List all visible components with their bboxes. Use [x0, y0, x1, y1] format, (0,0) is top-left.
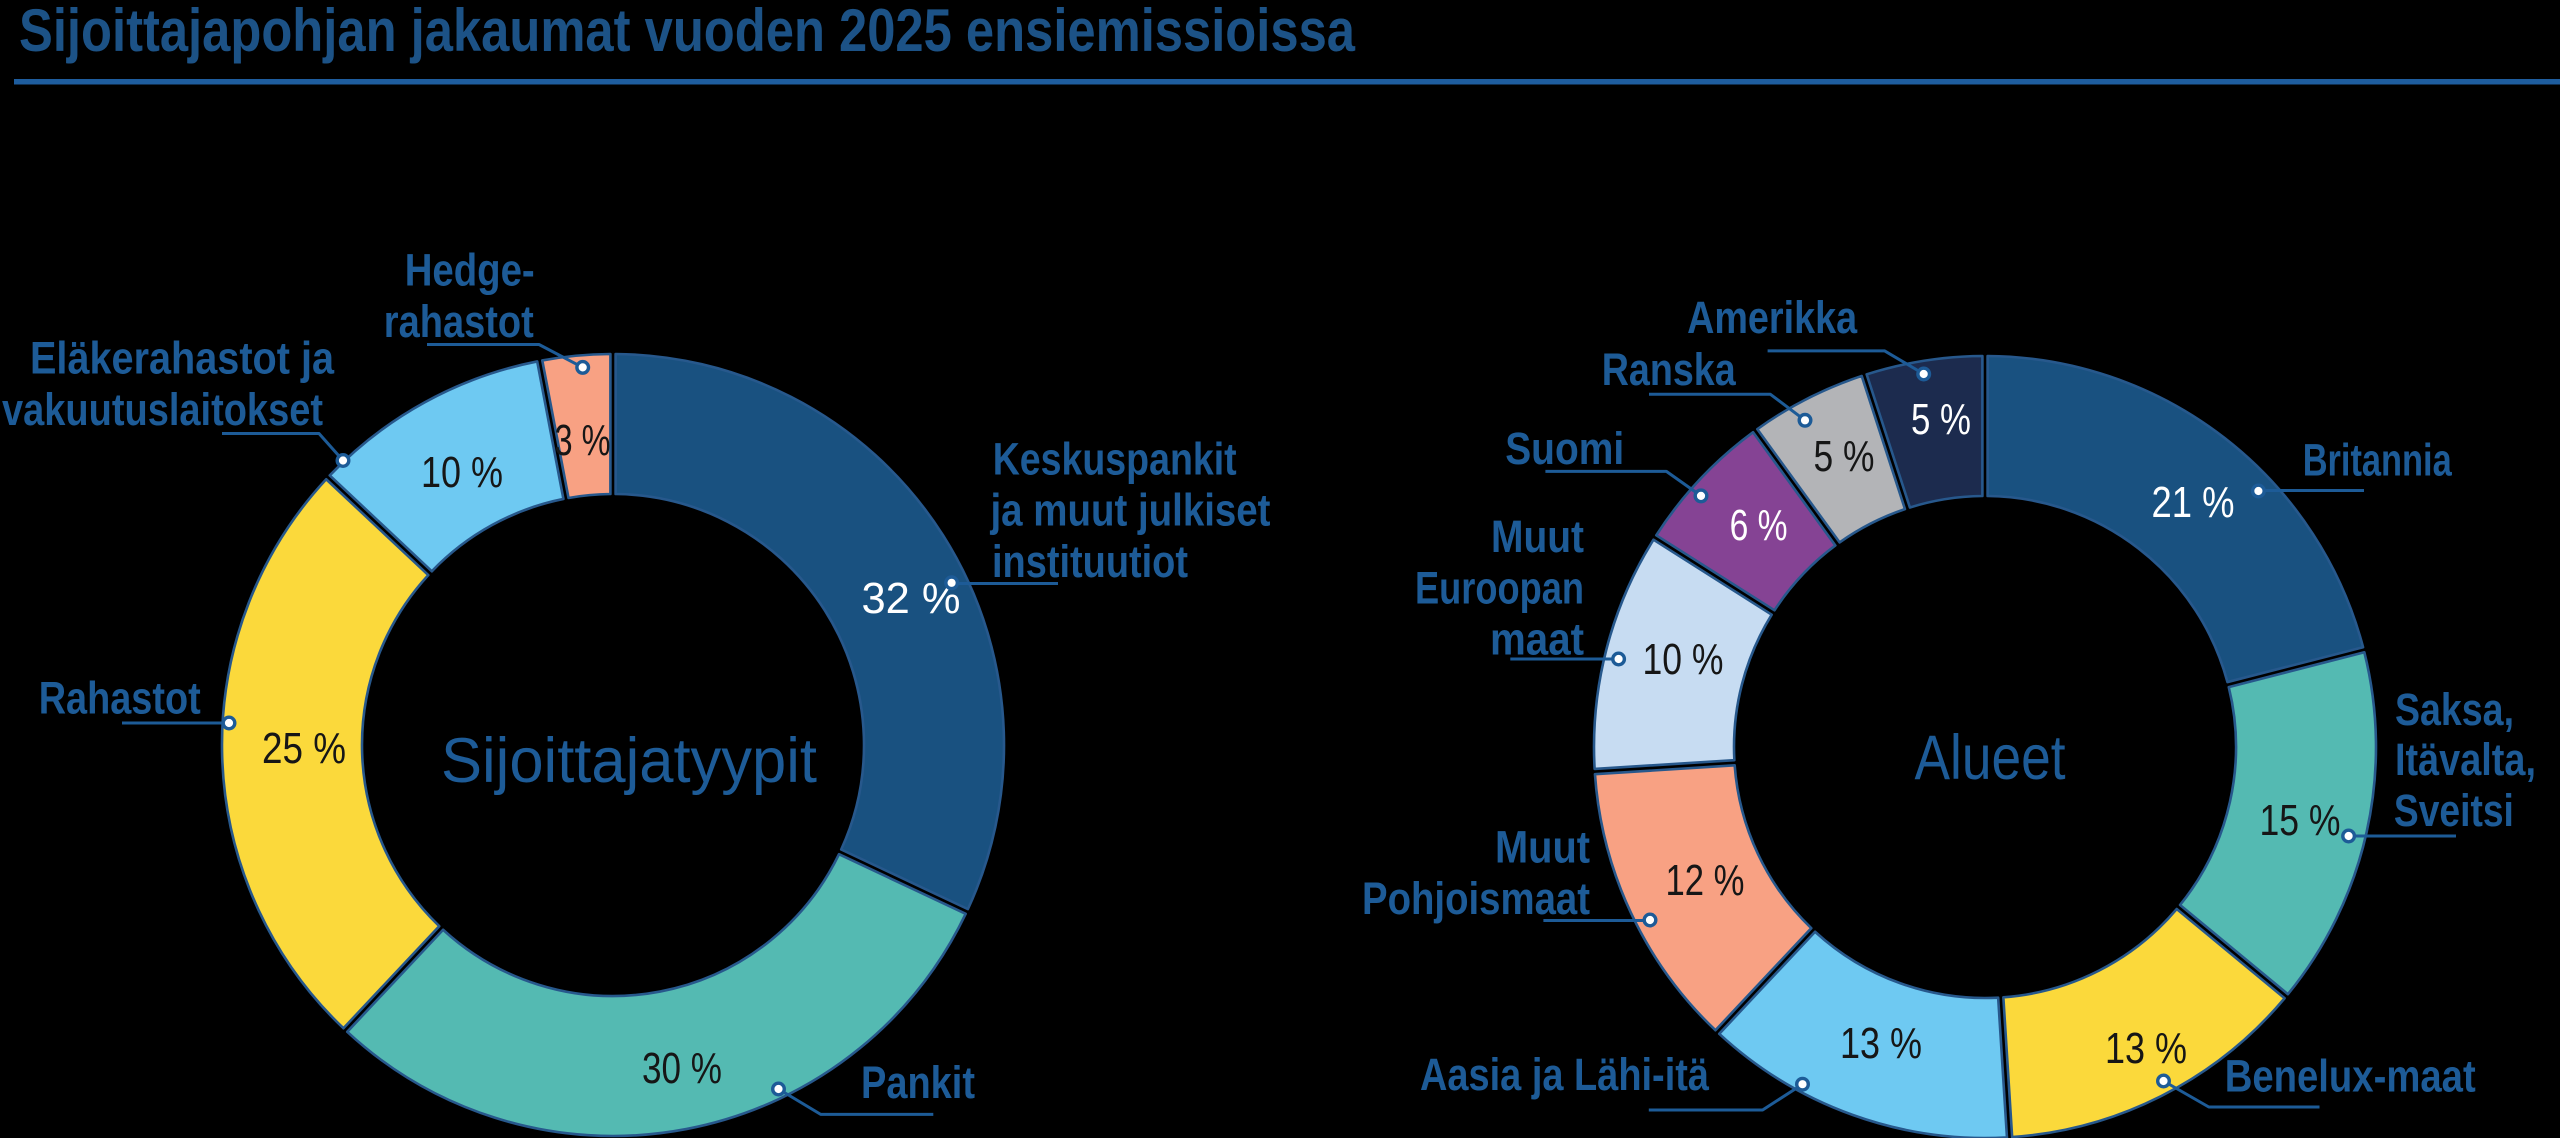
svg-text:Keskuspankit: Keskuspankit: [993, 433, 1237, 484]
svg-text:Aasia ja Lähi-itä: Aasia ja Lähi-itä: [1420, 1049, 1710, 1100]
svg-text:Pohjoismaat: Pohjoismaat: [1362, 873, 1590, 924]
svg-text:Benelux-maat: Benelux-maat: [2225, 1050, 2476, 1101]
svg-text:Eläkerahastot ja: Eläkerahastot ja: [30, 333, 335, 384]
svg-text:Itävalta,: Itävalta,: [2395, 734, 2536, 785]
svg-text:Pankit: Pankit: [861, 1057, 975, 1108]
svg-text:5 %: 5 %: [1911, 396, 1971, 444]
svg-text:5 %: 5 %: [1814, 433, 1875, 481]
svg-text:Muut: Muut: [1495, 822, 1590, 873]
svg-text:25 %: 25 %: [262, 725, 346, 773]
svg-text:32 %: 32 %: [862, 575, 961, 623]
svg-text:Muut: Muut: [1491, 511, 1584, 562]
svg-text:Britannia: Britannia: [2303, 435, 2453, 486]
svg-text:instituutiot: instituutiot: [992, 536, 1188, 587]
svg-text:Euroopan: Euroopan: [1415, 562, 1584, 613]
svg-text:12 %: 12 %: [1666, 857, 1745, 905]
svg-text:21 %: 21 %: [2152, 479, 2235, 527]
svg-text:13 %: 13 %: [1840, 1020, 1922, 1068]
svg-text:Sijoittajatyypit: Sijoittajatyypit: [441, 726, 817, 796]
svg-text:30 %: 30 %: [642, 1045, 722, 1093]
svg-text:Suomi: Suomi: [1505, 423, 1624, 474]
svg-text:Ranska: Ranska: [1602, 344, 1737, 395]
svg-text:Rahastot: Rahastot: [39, 673, 201, 724]
svg-text:Sveitsi: Sveitsi: [2394, 785, 2514, 836]
svg-text:rahastot: rahastot: [384, 296, 534, 347]
svg-text:Sijoittajapohjan jakaumat vuod: Sijoittajapohjan jakaumat vuoden 2025 en…: [19, 0, 1356, 64]
svg-text:Hedge-: Hedge-: [405, 245, 535, 296]
svg-text:10 %: 10 %: [421, 449, 503, 497]
svg-text:13 %: 13 %: [2105, 1025, 2187, 1073]
svg-text:Alueet: Alueet: [1915, 723, 2066, 793]
svg-text:6 %: 6 %: [1730, 502, 1788, 550]
svg-text:maat: maat: [1490, 614, 1584, 665]
svg-text:3 %: 3 %: [555, 417, 611, 465]
svg-text:vakuutuslaitokset: vakuutuslaitokset: [2, 384, 323, 435]
svg-text:Amerikka: Amerikka: [1687, 292, 1858, 343]
svg-text:15 %: 15 %: [2260, 797, 2341, 845]
svg-text:ja muut julkiset: ja muut julkiset: [990, 485, 1271, 536]
svg-text:10 %: 10 %: [1643, 636, 1724, 684]
svg-text:Saksa,: Saksa,: [2395, 684, 2514, 735]
